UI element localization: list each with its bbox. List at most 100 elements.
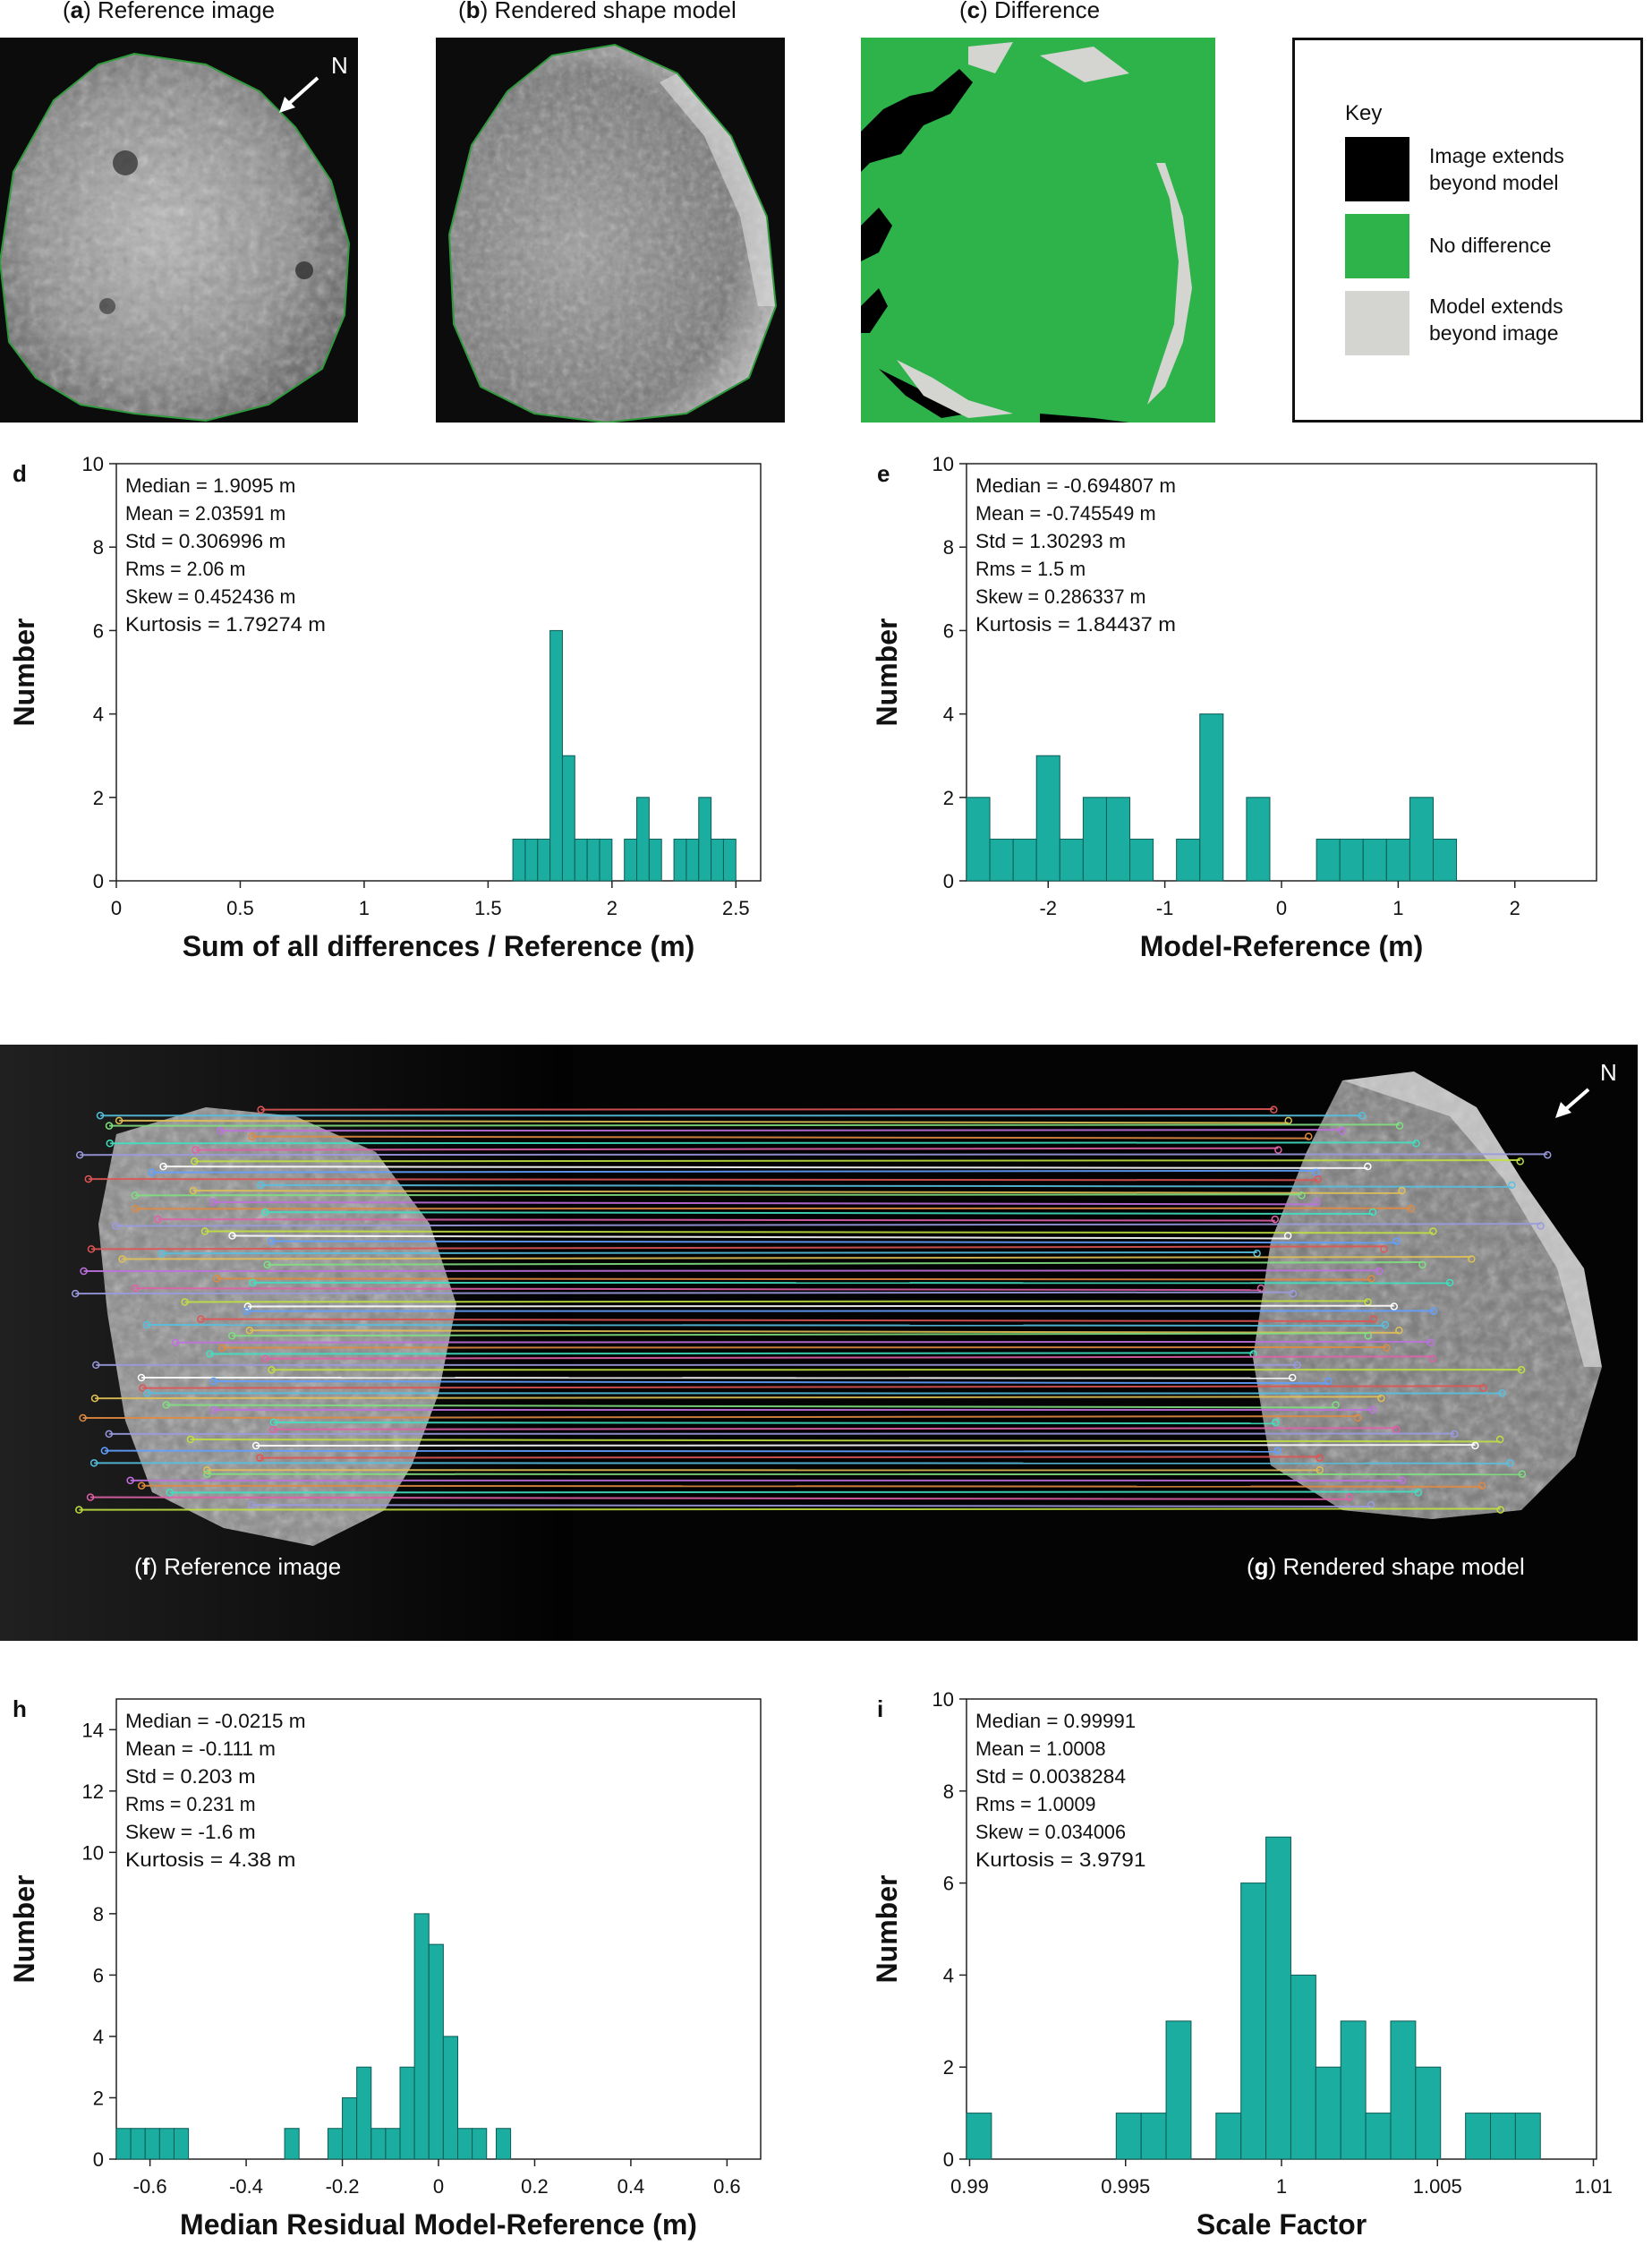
match-line	[267, 1261, 1423, 1266]
histogram-bar	[1165, 2020, 1192, 2160]
histogram-bar	[685, 838, 700, 882]
stats-line: Std = 1.30293 m	[975, 530, 1126, 552]
histogram-bar	[130, 2128, 146, 2160]
histogram-h: 0 2 4 6 8 10 12 14 -0.6 -0.4 -0.2 0 0.2 0.4 0.6 Median …	[8, 1695, 762, 2241]
match-point	[1324, 1377, 1333, 1386]
y-tick-label: 6	[943, 619, 954, 642]
match-point	[166, 1489, 175, 1497]
match-line	[260, 1456, 1320, 1459]
histogram-bar	[428, 1943, 444, 2160]
match-point	[228, 1232, 236, 1240]
stats-line: Skew = -1.6 m	[125, 1821, 256, 1843]
match-line	[79, 1507, 1501, 1511]
plot-frame	[115, 463, 762, 882]
match-point	[243, 1302, 252, 1311]
stats-background	[970, 469, 1221, 645]
match-point	[1273, 1447, 1282, 1455]
match-point	[106, 1140, 115, 1148]
match-point	[251, 1441, 260, 1450]
y-axis-label: Number	[871, 1875, 903, 1984]
histogram-bar	[1035, 755, 1060, 882]
match-point	[86, 1493, 95, 1501]
match-point	[1395, 1326, 1403, 1335]
match-point	[112, 1222, 120, 1230]
match-point	[1543, 1150, 1552, 1159]
match-point	[1312, 1168, 1320, 1176]
match-point	[218, 1344, 226, 1352]
match-point	[100, 1447, 109, 1455]
stats-line: Kurtosis = 1.84437 m	[975, 613, 1176, 636]
match-point	[87, 1245, 96, 1253]
match-point	[75, 1150, 84, 1159]
histogram-bar	[698, 797, 712, 882]
match-point	[131, 1191, 139, 1200]
histogram-bar	[1105, 797, 1131, 882]
match-point	[1293, 1361, 1301, 1370]
match-line	[158, 1218, 1275, 1222]
match-point	[1289, 1289, 1298, 1298]
match-point	[1369, 1315, 1378, 1323]
y-tick-label: 0	[943, 2148, 954, 2171]
match-point	[1450, 1430, 1459, 1439]
match-point	[159, 1162, 167, 1171]
key-swatch-grey	[1345, 291, 1409, 355]
histogram-bar	[1409, 797, 1434, 882]
match-line	[265, 1355, 1433, 1360]
match-line	[194, 1159, 1520, 1163]
y-tick-label: 8	[943, 1780, 954, 1803]
x-tick-label: -0.2	[326, 2175, 360, 2198]
histogram-bar	[1129, 838, 1154, 882]
match-point	[1367, 1275, 1375, 1283]
match-point	[1517, 1366, 1526, 1374]
key-label-image-extends: Image extends beyond model	[1429, 144, 1564, 194]
stats-line: Mean = -0.745549 m	[975, 502, 1156, 525]
histogram-bar	[1082, 797, 1107, 882]
y-tick-label: 4	[943, 704, 954, 726]
match-line	[256, 1444, 1476, 1447]
stats-line: Skew = 0.452436 m	[125, 585, 295, 608]
stats-line: Mean = -0.111 m	[125, 1737, 276, 1760]
histogram-bar	[586, 838, 600, 882]
x-tick-label: -0.4	[229, 2175, 263, 2198]
match-point	[1412, 1140, 1420, 1148]
y-tick-label: 12	[82, 1780, 104, 1803]
x-tick-label: 0.995	[1101, 2175, 1150, 2198]
match-point	[1314, 1174, 1322, 1183]
match-point	[209, 1198, 217, 1207]
histogram-bar	[1432, 838, 1458, 882]
match-point	[148, 1168, 156, 1176]
match-line	[190, 1439, 1501, 1443]
match-point	[245, 1326, 254, 1335]
match-point	[1498, 1389, 1506, 1397]
histogram-bar	[673, 838, 687, 882]
match-point	[1382, 1344, 1391, 1352]
histogram-bar	[1240, 1883, 1267, 2160]
x-axis-label: Scale Factor	[1196, 2208, 1367, 2241]
histogram-bar	[1246, 797, 1271, 882]
y-tick-label: 2	[943, 787, 954, 809]
histogram-bar	[1415, 2066, 1442, 2160]
match-point	[1429, 1307, 1438, 1315]
histogram-bar	[549, 629, 563, 882]
panel-c-title: (c) Difference	[959, 0, 1101, 23]
x-tick-label: 1	[359, 897, 370, 919]
match-point	[1429, 1227, 1437, 1235]
x-axis-label: Model-Reference (m)	[1140, 930, 1424, 962]
x-tick-label: 2	[1510, 897, 1520, 919]
histogram-bar	[966, 797, 991, 882]
histogram-bar	[722, 838, 737, 882]
match-line	[134, 1193, 1302, 1197]
histogram-bar	[370, 2128, 387, 2160]
match-line	[220, 1129, 1342, 1132]
stats-line: Mean = 1.0008	[975, 1737, 1106, 1760]
key-swatch-green	[1345, 214, 1409, 278]
y-tick-label: 10	[932, 453, 954, 475]
match-point	[79, 1413, 87, 1422]
match-point	[1316, 1465, 1324, 1474]
histogram-bar	[989, 838, 1014, 882]
histogram-bar	[1215, 2113, 1242, 2160]
match-point	[1398, 1476, 1407, 1485]
match-point	[1496, 1506, 1504, 1514]
match-line	[90, 1496, 1350, 1500]
key-label-no-difference: No difference	[1429, 234, 1552, 257]
